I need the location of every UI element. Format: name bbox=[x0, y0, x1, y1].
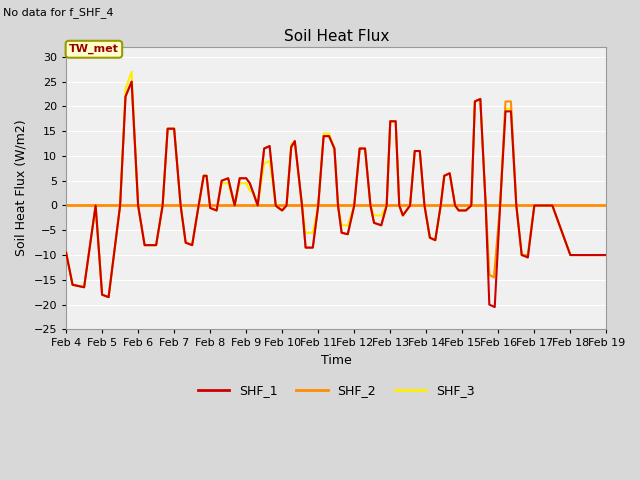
SHF_1 bbox=[246, 180, 253, 186]
Text: TW_met: TW_met bbox=[69, 44, 119, 54]
SHF_1 bbox=[491, 304, 499, 310]
SHF_3 bbox=[490, 275, 498, 280]
SHF_2 bbox=[128, 79, 136, 84]
X-axis label: Time: Time bbox=[321, 354, 351, 367]
SHF_1 bbox=[566, 252, 574, 258]
SHF_2 bbox=[250, 190, 257, 196]
SHF_1 bbox=[128, 79, 136, 84]
SHF_2 bbox=[420, 203, 428, 208]
SHF_2 bbox=[105, 294, 113, 300]
Title: Soil Heat Flux: Soil Heat Flux bbox=[284, 29, 389, 44]
SHF_3 bbox=[105, 294, 113, 300]
SHF_2 bbox=[490, 275, 498, 280]
SHF_3 bbox=[62, 250, 70, 255]
SHF_2 bbox=[602, 252, 610, 258]
SHF_3 bbox=[602, 252, 610, 258]
SHF_3 bbox=[482, 203, 490, 208]
Y-axis label: Soil Heat Flux (W/m2): Soil Heat Flux (W/m2) bbox=[15, 120, 28, 256]
SHF_2 bbox=[482, 203, 490, 208]
SHF_1 bbox=[416, 148, 424, 154]
SHF_1 bbox=[602, 252, 610, 258]
Legend: SHF_1, SHF_2, SHF_3: SHF_1, SHF_2, SHF_3 bbox=[193, 379, 480, 402]
SHF_2 bbox=[566, 252, 574, 258]
SHF_3 bbox=[250, 190, 257, 196]
Line: SHF_2: SHF_2 bbox=[66, 82, 606, 297]
SHF_2 bbox=[170, 126, 178, 132]
SHF_1 bbox=[476, 96, 484, 102]
SHF_2 bbox=[62, 250, 70, 255]
Line: SHF_3: SHF_3 bbox=[66, 72, 606, 297]
SHF_3 bbox=[566, 252, 574, 258]
SHF_1 bbox=[62, 250, 70, 255]
SHF_1 bbox=[486, 302, 493, 308]
SHF_3 bbox=[128, 69, 136, 74]
SHF_3 bbox=[170, 126, 178, 132]
Line: SHF_1: SHF_1 bbox=[66, 82, 606, 307]
SHF_1 bbox=[164, 126, 172, 132]
Text: No data for f_SHF_4: No data for f_SHF_4 bbox=[3, 7, 114, 18]
SHF_3 bbox=[420, 203, 428, 208]
